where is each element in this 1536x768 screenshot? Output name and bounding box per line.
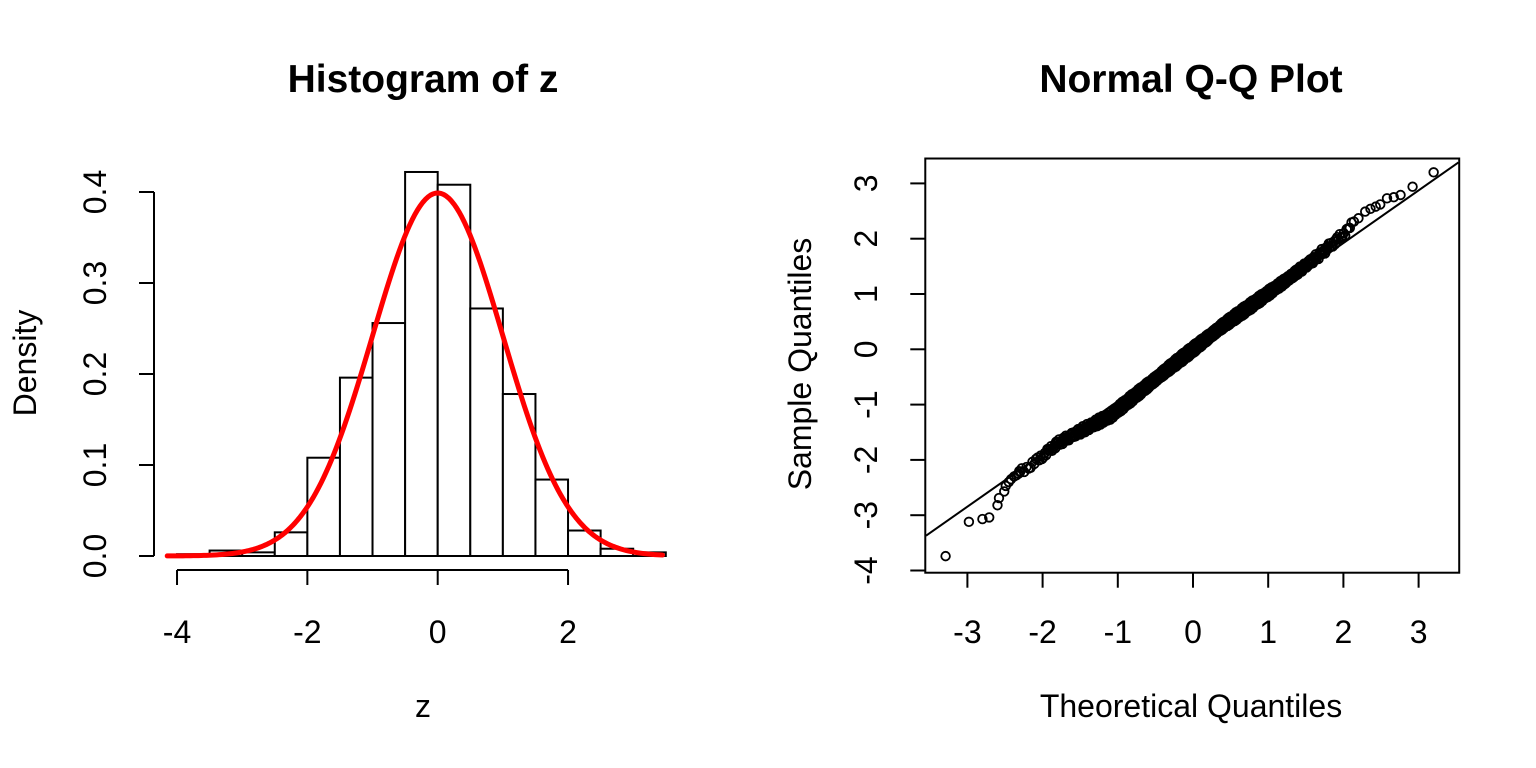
histogram-bar [404, 170, 439, 557]
histogram-y-tick-label: 0.0 [77, 534, 113, 578]
qq-plot-box [924, 157, 1461, 574]
qq-y-tick-label: -1 [848, 390, 884, 418]
qq-y-tick-label: 2 [848, 230, 884, 248]
qq-x-tick-label: 0 [1184, 614, 1202, 650]
qq-x-tick-label: 3 [1410, 614, 1428, 650]
qq-point [1388, 192, 1399, 203]
histogram-bar [338, 376, 374, 558]
qq-x-tick-label: -3 [953, 614, 981, 650]
qq-point [1353, 213, 1364, 224]
histogram-x-axis: -4 -2 0 2 [163, 569, 577, 650]
qq-title: Normal Q-Q Plot [1039, 58, 1342, 101]
qq-point [1003, 476, 1014, 488]
qq-point [992, 500, 1003, 511]
histogram-y-tick-label: 0.3 [77, 261, 113, 305]
histogram-bar [436, 183, 472, 557]
qq-ylabel: Sample Quantiles [782, 238, 818, 491]
qq-y-tick-label: 0 [848, 340, 884, 358]
normal-density-curve [164, 190, 666, 559]
histogram-bar [534, 478, 570, 557]
qq-point [1381, 193, 1393, 204]
qq-point [963, 516, 975, 528]
histogram-ylabel: Density [7, 310, 43, 417]
histogram-y-tick-label: 0.1 [77, 443, 113, 487]
histogram-x-tick-label: 0 [429, 614, 447, 650]
histogram-bar [371, 322, 407, 558]
qq-y-tick-label: -2 [848, 446, 884, 474]
histogram-x-tick-label: -4 [163, 614, 191, 650]
histogram-bars [176, 170, 667, 558]
qq-point [999, 486, 1010, 497]
qq-panel: Normal Q-Q Plot Theoretical Quantiles Sa… [782, 58, 1461, 724]
qq-point [1014, 466, 1026, 478]
histogram-title: Histogram of z [288, 58, 559, 101]
qq-y-tick-label: -4 [848, 556, 884, 584]
qq-y-tick-label: -3 [848, 501, 884, 529]
histogram-y-tick-label: 0.4 [77, 170, 113, 214]
qq-y-tick-label: 3 [848, 175, 884, 193]
qq-y-axis: -4 -3 -2 -1 0 1 2 3 [848, 175, 926, 585]
qq-point [1360, 206, 1371, 217]
histogram-bar [469, 307, 504, 558]
histogram-xlabel: z [415, 688, 431, 724]
histogram-bar [567, 529, 602, 558]
qq-x-tick-label: 2 [1335, 614, 1353, 650]
qq-point [940, 550, 951, 562]
qq-x-tick-label: 1 [1259, 614, 1277, 650]
qq-point [1013, 468, 1024, 479]
qq-y-tick-label: 1 [848, 285, 884, 303]
qq-x-tick-label: -2 [1028, 614, 1056, 650]
qq-xlabel: Theoretical Quantiles [1040, 688, 1342, 724]
qq-point [984, 512, 995, 523]
qq-point [1407, 181, 1418, 192]
qq-point [1365, 203, 1376, 215]
qq-point [993, 492, 1005, 504]
qq-point [977, 513, 988, 525]
qq-point [1395, 189, 1406, 201]
qq-x-axis: -3 -2 -1 0 1 2 3 [953, 572, 1428, 650]
qq-point [1428, 167, 1439, 178]
qq-point [1038, 452, 1049, 463]
qq-point [1375, 199, 1386, 210]
histogram-panel: Histogram of z z Density 0.0 0.1 0.2 0.3 0.4… [7, 58, 667, 724]
histogram-x-tick-label: -2 [293, 614, 321, 650]
histogram-x-tick-label: 2 [559, 614, 577, 650]
qq-points [940, 167, 1439, 562]
qq-x-tick-label: -1 [1104, 614, 1132, 650]
histogram-y-axis: 0.0 0.1 0.2 0.3 0.4 [77, 170, 155, 578]
histogram-y-tick-label: 0.2 [77, 352, 113, 396]
